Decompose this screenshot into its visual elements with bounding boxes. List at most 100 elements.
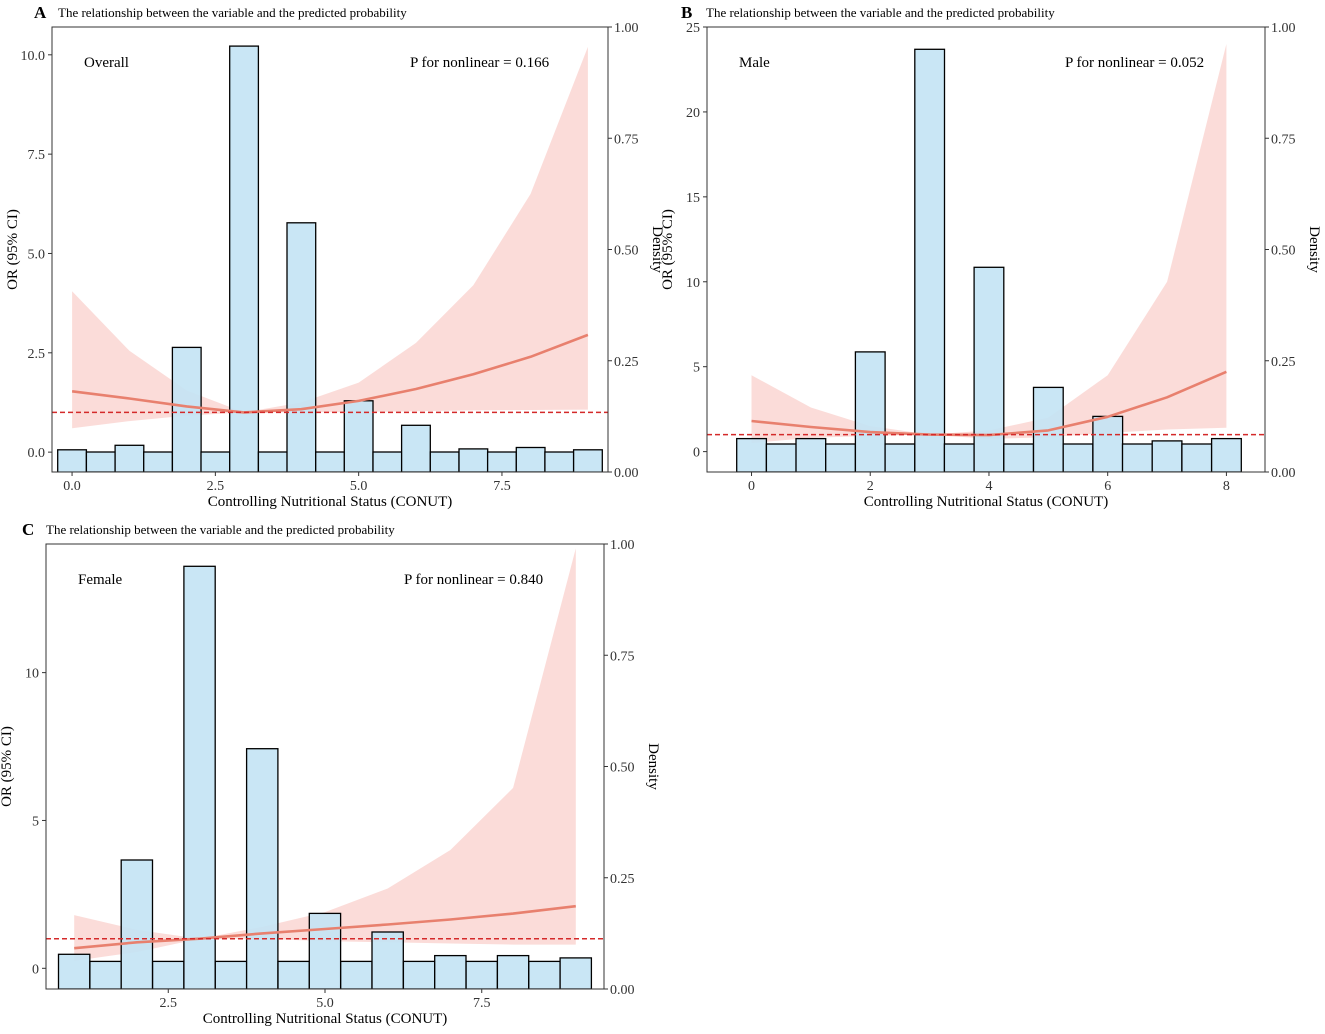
histogram-bar <box>914 48 946 472</box>
histogram-bar <box>943 443 975 472</box>
histogram-bar <box>465 960 499 989</box>
y2-tick-label: 0.50 <box>614 244 639 259</box>
histogram-bar <box>57 953 91 989</box>
histogram-bar <box>371 931 404 989</box>
x-tick-label: 8 <box>1223 479 1230 494</box>
x-tick-label: 0 <box>748 479 755 494</box>
x-tick-label: 4 <box>985 479 992 494</box>
histogram-bar <box>1181 443 1213 472</box>
x-axis-title: Controlling Nutritional Status (CONUT) <box>864 494 1109 510</box>
y-tick-label: 10 <box>686 276 700 291</box>
p-value-label: P for nonlinear = 0.840 <box>404 572 543 588</box>
y2-axis-title: Density <box>1306 226 1322 273</box>
panel-letter: C <box>22 520 34 539</box>
y2-tick-label: 0.25 <box>1271 355 1296 370</box>
histogram-bar <box>257 451 288 472</box>
y-tick-label: 25 <box>686 21 700 36</box>
histogram-bar <box>1151 440 1183 472</box>
histogram-bar <box>85 451 116 472</box>
x-tick-label: 0.0 <box>63 479 81 494</box>
histogram-bar <box>458 448 489 472</box>
panel-b: B The relationship between the variable a… <box>660 3 1322 510</box>
y2-tick-label: 0.75 <box>1271 132 1296 147</box>
histogram-bar <box>57 449 88 472</box>
histogram-bar <box>434 954 467 989</box>
histogram-bar <box>1062 443 1094 472</box>
x-tick-label: 2.5 <box>160 996 178 1011</box>
x-tick-label: 5.0 <box>316 996 334 1011</box>
histogram-bar <box>183 565 216 989</box>
histogram-bar <box>143 451 174 472</box>
histogram-bar <box>1210 437 1242 472</box>
x-tick-label: 6 <box>1104 479 1111 494</box>
histogram-bar <box>1121 443 1153 472</box>
histogram-bar <box>151 960 185 989</box>
y-axis-title: OR (95% CI) <box>5 209 21 290</box>
y2-tick-label: 0.00 <box>614 466 639 481</box>
ci-band <box>72 46 588 429</box>
x-axis-title: Controlling Nutritional Status (CONUT) <box>203 1011 448 1027</box>
x-axis-title: Controlling Nutritional Status (CONUT) <box>208 494 453 510</box>
plot-area <box>46 548 604 989</box>
y2-tick-label: 0.75 <box>610 649 635 664</box>
histogram-bar <box>372 451 403 472</box>
histogram-bar <box>120 859 154 989</box>
y-tick-label: 5.0 <box>28 247 46 262</box>
y2-tick-label: 0.00 <box>610 983 635 998</box>
panel-title: The relationship between the variable an… <box>46 522 395 537</box>
x-tick-label: 5.0 <box>350 479 368 494</box>
y-tick-label: 5 <box>693 361 700 376</box>
panel-letter: A <box>34 3 47 22</box>
y2-tick-label: 0.25 <box>610 872 635 887</box>
histogram-bar <box>884 443 916 472</box>
y2-tick-label: 1.00 <box>614 21 639 36</box>
histogram-bar <box>245 748 279 989</box>
ci-band <box>74 548 576 961</box>
histogram-bar <box>340 960 373 989</box>
y2-tick-label: 0.25 <box>614 355 639 370</box>
histogram-bar <box>854 351 886 472</box>
histogram-bar <box>402 960 436 989</box>
histogram-bar <box>171 346 202 472</box>
y2-tick-label: 1.00 <box>610 538 635 553</box>
x-tick-label: 2 <box>867 479 874 494</box>
histogram-bar <box>400 424 431 472</box>
histogram-bar <box>486 451 517 472</box>
subgroup-label: Overall <box>84 55 129 71</box>
histogram-bar <box>286 222 317 472</box>
histogram-bar <box>308 912 342 989</box>
y-tick-label: 10.0 <box>21 49 46 64</box>
y-axis-title: OR (95% CI) <box>0 726 15 807</box>
y2-tick-label: 0.50 <box>1271 244 1296 259</box>
y-tick-label: 0 <box>32 962 39 977</box>
histogram-bar <box>315 451 346 472</box>
panel-c: C The relationship between the variable a… <box>0 520 661 1027</box>
panel-title: The relationship between the variable an… <box>58 5 407 20</box>
histogram-bar <box>277 960 310 989</box>
y-tick-label: 0.0 <box>28 446 46 461</box>
y-tick-label: 20 <box>686 106 700 121</box>
histogram-bar <box>429 451 460 472</box>
histogram-bar <box>544 451 575 472</box>
x-tick-label: 7.5 <box>473 996 491 1011</box>
histogram-bar <box>559 957 593 989</box>
y2-tick-label: 0.75 <box>614 132 639 147</box>
y-tick-label: 5 <box>32 814 39 829</box>
or-curve <box>74 904 576 950</box>
subgroup-label: Female <box>78 572 122 588</box>
subgroup-label: Male <box>739 55 770 71</box>
histogram-bar <box>736 437 768 472</box>
x-tick-label: 7.5 <box>493 479 511 494</box>
plot-area <box>52 45 608 472</box>
p-value-label: P for nonlinear = 0.052 <box>1065 55 1204 71</box>
histogram-bar <box>229 45 260 472</box>
histogram-bar <box>1092 415 1124 472</box>
histogram-bar <box>528 960 561 989</box>
y-tick-label: 2.5 <box>28 347 46 362</box>
histogram-bar <box>825 443 857 472</box>
y-tick-label: 15 <box>686 191 700 206</box>
or-curve <box>71 333 589 414</box>
histogram-bar <box>200 451 231 472</box>
p-value-label: P for nonlinear = 0.166 <box>410 55 550 71</box>
